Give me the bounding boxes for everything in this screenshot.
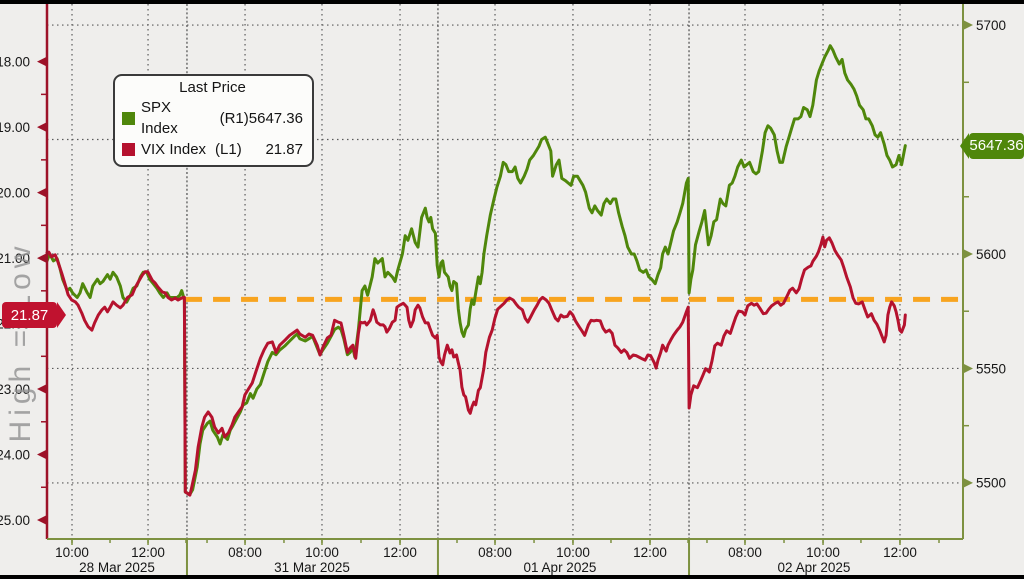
left-axis-title: High = Low [4, 241, 37, 443]
legend-axis-ref: (R1) [219, 109, 249, 127]
right-axis-tick-label: 5600 [976, 247, 1006, 262]
left-axis-tick-label: 21.00 [0, 251, 30, 266]
legend-box: Last Price SPX Index (R1) 5647.36 VIX In… [113, 74, 314, 167]
left-axis-tick-arrow [37, 515, 47, 526]
left-axis-tick-label: 20.00 [0, 185, 30, 200]
time-label: 10:00 [305, 545, 339, 560]
left-axis-tick-arrow [37, 122, 47, 133]
legend-row-spx: SPX Index (R1) 5647.36 [122, 97, 303, 139]
left-axis-tick-arrow [37, 56, 47, 67]
date-label: 02 Apr 2025 [778, 560, 851, 575]
legend-last-price: 21.87 [265, 141, 303, 158]
time-label: 12:00 [131, 545, 165, 560]
left-axis-tick-label: 18.00 [0, 54, 30, 69]
spx-last-price: 5647.36 [969, 137, 1024, 155]
date-label: 01 Apr 2025 [524, 560, 597, 575]
left-axis-tick-label: 19.00 [0, 120, 30, 135]
right-axis-tick-label: 5550 [976, 361, 1006, 376]
legend-last-price: 5647.36 [248, 109, 303, 127]
right-axis-tick-label: 5500 [976, 476, 1006, 491]
left-axis-tick-label: 23.00 [0, 382, 30, 397]
time-label: 08:00 [728, 545, 762, 560]
time-label: 08:00 [478, 545, 512, 560]
time-label: 10:00 [556, 545, 590, 560]
spx-last-price-badge: 5647.36 [960, 132, 1024, 159]
right-axis-tick-arrow [963, 248, 973, 259]
date-label: 28 Mar 2025 [79, 560, 155, 575]
time-label: 10:00 [55, 545, 89, 560]
time-label: 08:00 [228, 545, 262, 560]
vix-last-price: 21.87 [10, 306, 49, 324]
left-axis-tick-arrow [37, 449, 47, 460]
left-axis-tick-arrow [37, 384, 47, 395]
vix-last-price-badge: 21.87 [2, 302, 66, 329]
right-axis-tick-arrow [963, 477, 973, 488]
legend-series-name: SPX Index [141, 99, 178, 137]
time-label: 12:00 [383, 545, 417, 560]
right-axis-tick-label: 5700 [976, 18, 1006, 33]
left-axis-tick-arrow [37, 253, 47, 264]
left-axis-tick-arrow [37, 187, 47, 198]
left-axis-tick-label: 24.00 [0, 447, 30, 462]
legend-title: Last Price [179, 79, 246, 96]
spx-swatch [122, 111, 135, 125]
time-label: 10:00 [806, 545, 840, 560]
date-label: 31 Mar 2025 [274, 560, 350, 575]
left-axis-tick-label: 25.00 [0, 513, 30, 528]
legend-axis-ref: (L1) [215, 141, 242, 158]
legend-row-vix: VIX Index (L1) 21.87 [122, 139, 303, 160]
right-axis-tick-arrow [963, 20, 973, 31]
vix-line [45, 235, 907, 497]
legend-series-name: VIX Index [141, 141, 207, 158]
time-label: 12:00 [883, 545, 917, 560]
vix-swatch [122, 143, 135, 156]
time-label: 12:00 [633, 545, 667, 560]
right-axis-tick-arrow [963, 363, 973, 374]
